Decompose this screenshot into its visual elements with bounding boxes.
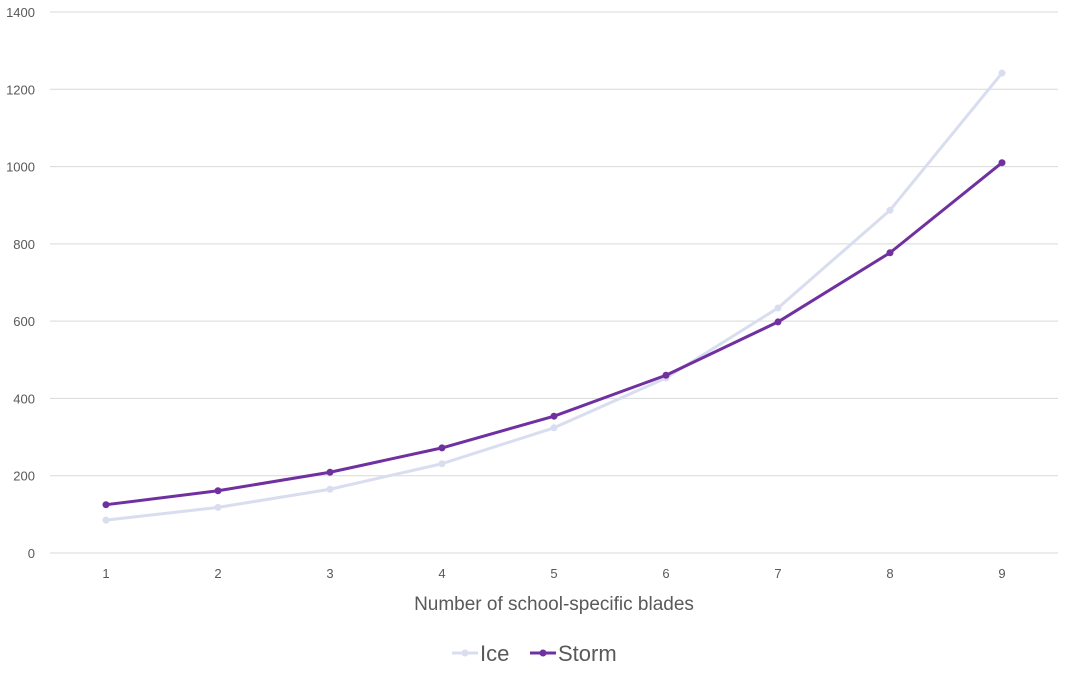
y-tick-label: 800: [13, 237, 35, 252]
y-tick-label: 600: [13, 314, 35, 329]
y-tick-label: 400: [13, 391, 35, 406]
legend-label: Ice: [480, 641, 509, 666]
data-point: [886, 249, 894, 257]
series-lines: [102, 69, 1006, 524]
data-point: [326, 485, 334, 493]
x-tick-label: 2: [214, 566, 221, 581]
x-tick-label: 1: [102, 566, 109, 581]
data-point: [102, 501, 110, 509]
legend-swatch-marker: [461, 649, 469, 657]
x-tick-label: 3: [326, 566, 333, 581]
data-point: [438, 444, 446, 452]
y-tick-label: 1000: [6, 160, 35, 175]
data-point: [998, 69, 1006, 77]
y-tick-label: 1200: [6, 82, 35, 97]
x-tick-label: 4: [438, 566, 445, 581]
legend-swatch-marker: [539, 649, 547, 657]
data-point: [774, 318, 782, 326]
y-tick-label: 0: [28, 546, 35, 561]
x-tick-label: 6: [662, 566, 669, 581]
data-point: [214, 487, 222, 495]
x-axis-title: Number of school-specific blades: [414, 594, 694, 615]
legend-item: Ice: [452, 641, 509, 666]
series-line: [104, 161, 1004, 507]
x-tick-label: 8: [886, 566, 893, 581]
data-point: [550, 424, 558, 432]
gridlines: [50, 11, 1058, 554]
legend-label: Storm: [558, 641, 617, 666]
data-point: [662, 371, 670, 379]
data-point: [774, 304, 782, 312]
x-tick-label: 5: [550, 566, 557, 581]
series-ice: [102, 69, 1006, 524]
x-tick-label: 9: [998, 566, 1005, 581]
y-axis-tick-labels: 0 200 400 600 800 1000 1200 1400: [6, 5, 35, 561]
x-tick-label: 7: [774, 566, 781, 581]
data-point: [998, 159, 1006, 167]
series-line: [104, 71, 1004, 522]
data-point: [438, 460, 446, 468]
series-storm: [102, 159, 1006, 509]
data-point: [102, 516, 110, 524]
y-tick-label: 200: [13, 469, 35, 484]
y-tick-label: 1400: [6, 5, 35, 20]
legend: Ice Storm: [452, 641, 617, 666]
data-point: [886, 206, 894, 214]
data-point: [550, 412, 558, 420]
x-axis-tick-labels: 1 2 3 4 5 6 7 8 9: [102, 566, 1005, 581]
legend-item: Storm: [530, 641, 617, 666]
data-point: [214, 503, 222, 511]
data-point: [326, 468, 334, 476]
